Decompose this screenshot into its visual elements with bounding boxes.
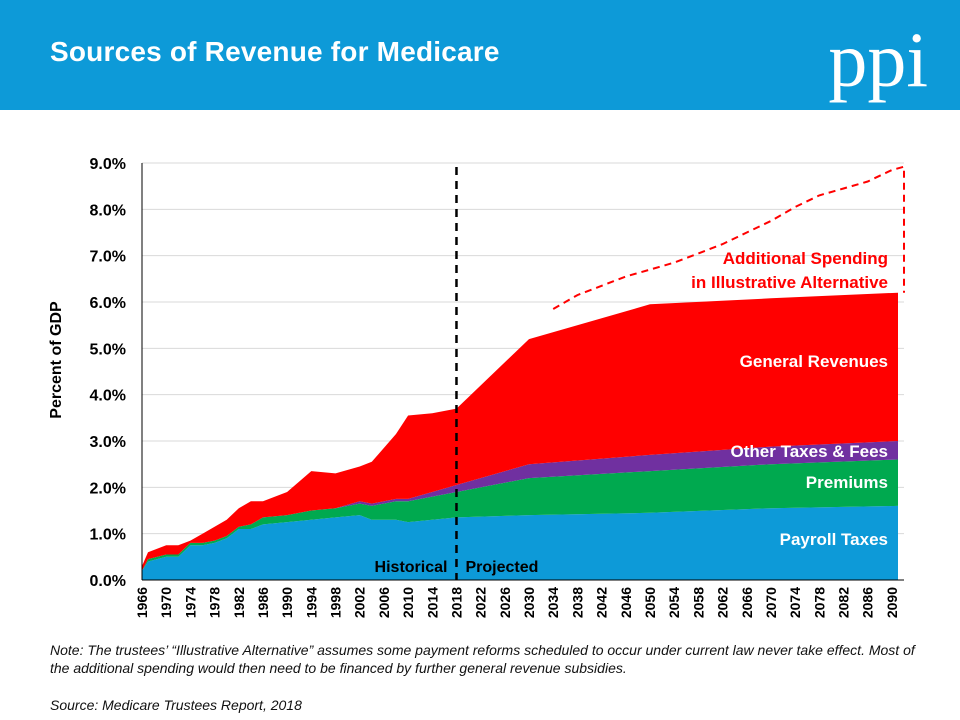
x-tick-label: 2070: [763, 587, 779, 618]
other-taxes-fees-label: Other Taxes & Fees: [731, 442, 888, 461]
x-tick-label: 2038: [569, 587, 585, 618]
x-tick-label: 2054: [666, 587, 682, 618]
ppi-logo: ppi: [828, 16, 928, 103]
payroll-taxes-label: Payroll Taxes: [780, 530, 888, 549]
y-tick-label: 7.0%: [90, 249, 126, 266]
area-premiums: [142, 459, 898, 571]
x-tick-label: 2050: [642, 587, 658, 618]
y-tick-label: 1.0%: [90, 527, 126, 544]
revenue-area-chart: Historical Projected 0.0% 1.0% 2.0% 3.0% 4.0% 5…: [48, 156, 905, 618]
x-tick-label: 1974: [182, 587, 198, 618]
additional-spending-label-line1: Additional Spending: [723, 249, 888, 268]
premiums-label: Premiums: [806, 473, 888, 492]
x-tick-label: 2022: [473, 587, 489, 618]
page-title: Sources of Revenue for Medicare: [50, 36, 500, 67]
x-tick-label: 2046: [618, 587, 634, 618]
x-tick-label: 2034: [545, 587, 561, 618]
general-revenues-label: General Revenues: [740, 352, 888, 371]
x-tick-label: 1978: [207, 587, 223, 618]
x-tick-label: 2006: [376, 587, 392, 618]
header-banner: Sources of Revenue for Medicare ppi: [0, 0, 960, 110]
x-tick-label: 1994: [303, 587, 319, 618]
x-tick-label: 2014: [424, 587, 440, 618]
x-tick-label: 1970: [158, 587, 174, 618]
chart-note: Note: The trustees’ “Illustrative Altern…: [50, 642, 915, 676]
area-general-revenues: [142, 292, 898, 571]
x-tick-label: 2018: [448, 587, 464, 618]
y-tick-label: 3.0%: [90, 434, 126, 451]
x-tick-label: 2090: [884, 587, 900, 618]
x-tick-label: 2010: [400, 587, 416, 618]
y-tick-label: 8.0%: [90, 202, 126, 219]
x-tick-label: 1986: [255, 587, 271, 618]
additional-spending-label-line2: in Illustrative Alternative: [691, 273, 888, 292]
x-tick-label: 2078: [811, 587, 827, 618]
x-tick-label: 1982: [231, 587, 247, 618]
y-tick-label: 0.0%: [90, 573, 126, 590]
area-payroll-taxes: [142, 505, 898, 580]
projected-label: Projected: [465, 559, 538, 576]
x-tick-label: 1966: [134, 587, 150, 618]
y-tick-label: 9.0%: [90, 156, 126, 173]
x-tick-label: 2026: [497, 587, 513, 618]
x-tick-label: 2086: [860, 587, 876, 618]
additional-spending-dashed-line: [552, 165, 905, 310]
x-tick-label: 2062: [715, 587, 731, 618]
x-tick-label: 2066: [739, 587, 755, 618]
x-tick-label: 2058: [690, 587, 706, 618]
y-tick-label: 6.0%: [90, 295, 126, 312]
y-tick-label: 5.0%: [90, 341, 126, 358]
x-tick-label: 2074: [787, 587, 803, 618]
y-tick-label: 2.0%: [90, 480, 126, 497]
area-other-taxes-fees: [142, 441, 898, 571]
historical-label: Historical: [375, 559, 448, 576]
y-axis-title: Percent of GDP: [48, 301, 65, 419]
x-tick-label: 1998: [328, 587, 344, 618]
chart-source: Source: Medicare Trustees Report, 2018: [50, 697, 302, 713]
x-tick-label: 2030: [521, 587, 537, 618]
x-tick-label: 2042: [594, 587, 610, 618]
x-tick-label: 2002: [352, 587, 368, 618]
x-tick-label: 2082: [836, 587, 852, 618]
y-tick-label: 4.0%: [90, 388, 126, 405]
x-tick-label: 1990: [279, 587, 295, 618]
